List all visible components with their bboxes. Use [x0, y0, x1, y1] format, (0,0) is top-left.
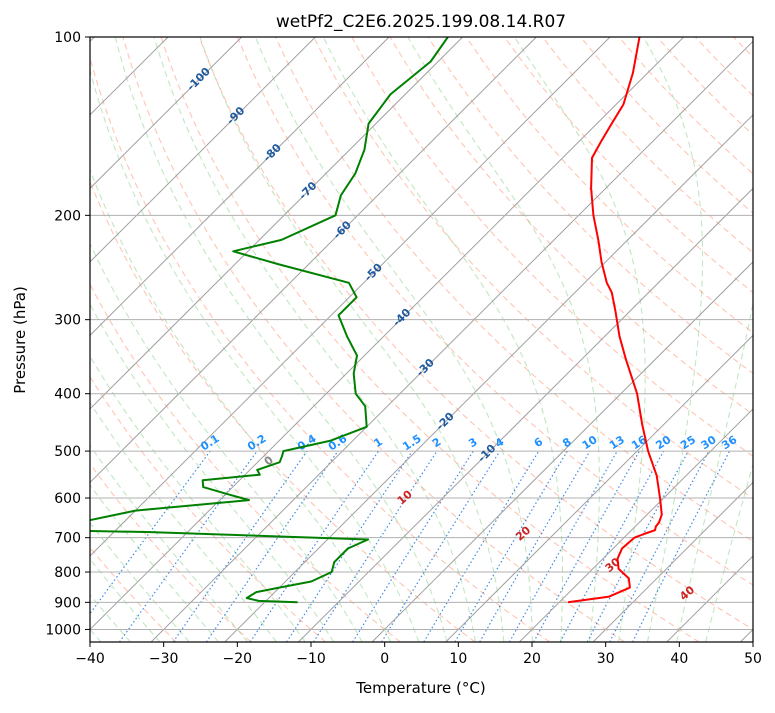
y-tick-label: 500	[54, 444, 81, 460]
x-axis-title: Temperature (°C)	[355, 679, 485, 697]
y-tick-label: 900	[54, 595, 81, 611]
y-tick-label: 600	[54, 491, 81, 507]
y-tick-label: 1000	[45, 622, 81, 638]
y-tick-label: 400	[54, 387, 81, 403]
x-tick-label: 20	[523, 651, 541, 667]
x-tick-label: −30	[149, 651, 179, 667]
x-tick-label: 50	[744, 651, 762, 667]
x-tick-label: −40	[75, 651, 105, 667]
y-axis-title: Pressure (hPa)	[11, 286, 29, 394]
x-tick-label: −20	[223, 651, 253, 667]
y-tick-label: 100	[54, 30, 81, 46]
x-tick-label: 40	[670, 651, 688, 667]
y-tick-label: 700	[54, 531, 81, 547]
x-tick-label: 30	[597, 651, 615, 667]
chart-title: wetPf2_C2E6.2025.199.08.14.R07	[276, 12, 566, 32]
y-tick-label: 300	[54, 313, 81, 329]
x-tick-label: 10	[449, 651, 467, 667]
y-tick-label: 800	[54, 565, 81, 581]
y-tick-label: 200	[54, 208, 81, 224]
x-tick-label: 0	[380, 651, 389, 667]
x-tick-label: −10	[296, 651, 326, 667]
